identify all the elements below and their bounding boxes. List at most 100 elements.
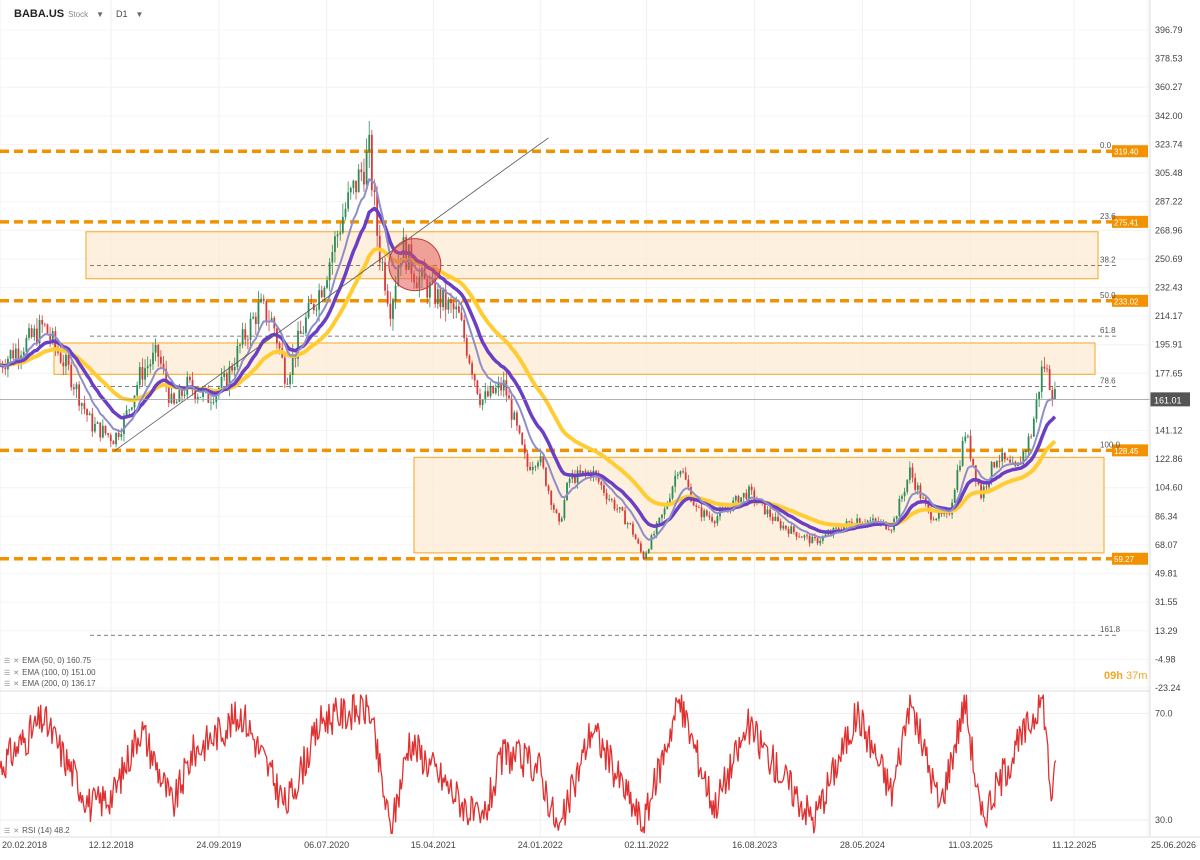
candle-body bbox=[806, 535, 808, 537]
symbol-type-label: Stock bbox=[68, 9, 89, 19]
symbol-selector[interactable]: BABA.US Stock ▼ bbox=[14, 6, 104, 22]
candle-body bbox=[953, 489, 956, 503]
candle-body bbox=[922, 497, 924, 499]
candle-body bbox=[1027, 436, 1030, 451]
candle-body bbox=[895, 516, 898, 519]
candle-body bbox=[890, 530, 893, 531]
candle-body bbox=[898, 499, 901, 517]
candle-body bbox=[568, 478, 571, 483]
x-tick-label: 06.07.2020 bbox=[304, 840, 349, 850]
x-tick-label: 11.12.2025 bbox=[1052, 840, 1096, 850]
candle-body bbox=[363, 171, 365, 185]
legend-rsi[interactable]: ☰ ✕ RSI (14) 48.2 bbox=[4, 826, 70, 835]
candle-body bbox=[945, 512, 948, 514]
x-tick-label: 25.06.2026 bbox=[1151, 840, 1196, 850]
candle-body bbox=[101, 425, 104, 438]
candle-body bbox=[138, 367, 141, 386]
candle-body bbox=[1035, 399, 1038, 419]
candle-body bbox=[344, 208, 347, 217]
fib-ratio-label: 23.6 bbox=[1100, 212, 1116, 221]
candle-body bbox=[278, 343, 281, 349]
candle-body bbox=[297, 330, 299, 359]
close-icon[interactable]: ✕ bbox=[13, 680, 20, 688]
candle-body bbox=[149, 364, 152, 367]
candle-body bbox=[510, 398, 513, 420]
candle-body bbox=[977, 480, 980, 485]
settings-icon[interactable]: ☰ bbox=[4, 827, 11, 835]
candle-body bbox=[305, 317, 307, 333]
candle-body bbox=[334, 236, 336, 253]
symbol-label: BABA.US bbox=[14, 8, 65, 20]
candle-body bbox=[808, 535, 811, 544]
candle-body bbox=[610, 499, 613, 501]
candle-body bbox=[737, 496, 740, 505]
candle-body bbox=[67, 354, 70, 365]
y-tick-label: 323.74 bbox=[1155, 139, 1183, 149]
candle-body bbox=[869, 520, 872, 522]
candle-body bbox=[484, 391, 487, 400]
legend-ema200[interactable]: ☰ ✕ EMA (200, 0) 136.17 bbox=[4, 679, 96, 688]
settings-icon[interactable]: ☰ bbox=[4, 657, 11, 665]
close-icon[interactable]: ✕ bbox=[13, 827, 20, 835]
candle-body bbox=[247, 339, 249, 341]
candle-body bbox=[782, 525, 785, 529]
chevron-down-icon[interactable]: ▼ bbox=[135, 9, 144, 19]
candle-body bbox=[471, 363, 473, 375]
candle-body bbox=[930, 510, 932, 520]
candle-body bbox=[563, 500, 566, 519]
candle-body bbox=[392, 300, 394, 319]
candle-body bbox=[708, 515, 711, 518]
candle-body bbox=[990, 461, 993, 482]
candle-body bbox=[352, 180, 355, 189]
candle-body bbox=[914, 477, 917, 490]
candle-body bbox=[1001, 452, 1004, 462]
fib-ratio-label: 61.8 bbox=[1100, 326, 1116, 335]
y-tick-label: 342.00 bbox=[1155, 111, 1183, 121]
candle-body bbox=[83, 403, 86, 410]
candle-body bbox=[502, 380, 505, 391]
settings-icon[interactable]: ☰ bbox=[4, 669, 11, 677]
candle-body bbox=[20, 355, 22, 359]
candle-body bbox=[800, 536, 803, 538]
candle-body bbox=[668, 498, 671, 504]
candle-body bbox=[46, 324, 49, 335]
candle-body bbox=[734, 496, 737, 501]
close-icon[interactable]: ✕ bbox=[13, 669, 20, 677]
candle-body bbox=[574, 474, 576, 483]
candle-body bbox=[785, 525, 787, 529]
candle-body bbox=[903, 491, 906, 497]
candle-body bbox=[526, 453, 529, 467]
timeframe-selector[interactable]: D1 ▼ bbox=[116, 6, 143, 22]
candle-body bbox=[745, 492, 748, 500]
close-icon[interactable]: ✕ bbox=[13, 657, 20, 665]
y-tick-label: 305.48 bbox=[1155, 168, 1183, 178]
candle-body bbox=[439, 289, 442, 308]
legend-ema100[interactable]: ☰ ✕ EMA (100, 0) 151.00 bbox=[4, 668, 96, 677]
candle-body bbox=[434, 278, 437, 305]
fib-price-label: 319.40 bbox=[1114, 148, 1139, 157]
candle-body bbox=[123, 415, 125, 435]
candle-body bbox=[257, 302, 260, 325]
candle-body bbox=[386, 290, 389, 304]
candle-body bbox=[199, 396, 202, 398]
chevron-down-icon[interactable]: ▼ bbox=[96, 9, 105, 19]
candle-body bbox=[463, 320, 466, 339]
candle-body bbox=[663, 508, 666, 515]
x-tick-label: 24.09.2019 bbox=[196, 840, 241, 850]
candle-body bbox=[616, 508, 619, 510]
candle-body bbox=[547, 485, 550, 492]
y-tick-label: 396.79 bbox=[1155, 25, 1183, 35]
candle-body bbox=[1032, 418, 1035, 437]
settings-icon[interactable]: ☰ bbox=[4, 680, 11, 688]
candle-body bbox=[465, 338, 468, 356]
fib-ratio-label: 78.6 bbox=[1100, 376, 1116, 385]
candle-body bbox=[115, 432, 117, 445]
candle-body bbox=[919, 485, 922, 499]
legend-ema50[interactable]: ☰ ✕ EMA (50, 0) 160.75 bbox=[4, 656, 91, 665]
candle-body bbox=[162, 363, 165, 369]
candle-body bbox=[763, 501, 766, 515]
candle-body bbox=[349, 188, 352, 193]
candle-body bbox=[357, 169, 360, 193]
